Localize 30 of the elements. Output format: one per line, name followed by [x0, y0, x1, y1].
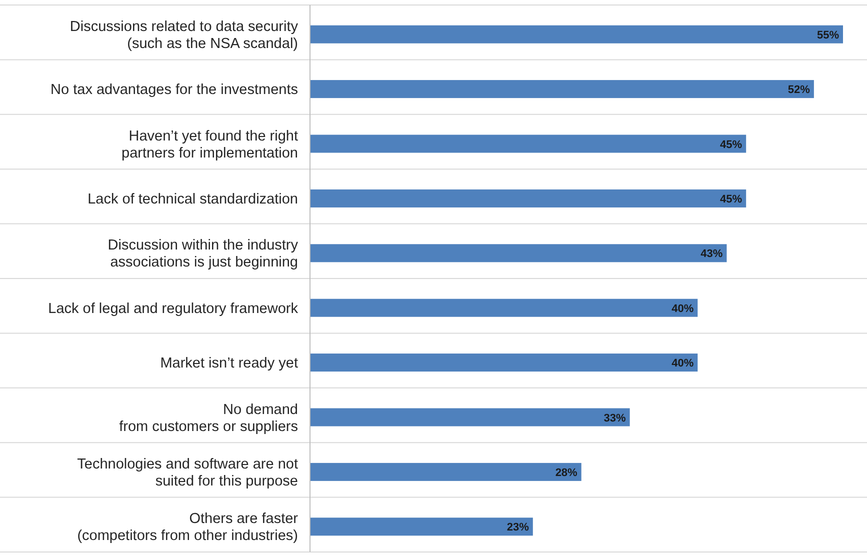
bar: [310, 80, 814, 98]
bar: [310, 134, 746, 153]
bar: [310, 189, 746, 208]
data-label: 33%: [604, 412, 626, 424]
y-tick-label: Lack of technical standardization: [88, 191, 298, 208]
data-label: 43%: [700, 248, 723, 260]
bar: [310, 354, 698, 372]
data-label: 45%: [720, 138, 742, 151]
y-tick-label: Market isn’t ready yet: [160, 356, 298, 372]
data-label: 55%: [816, 29, 840, 42]
data-label: 52%: [788, 84, 810, 96]
y-tick-label: Discussions related to data security (such as the NSA scandal): [70, 18, 299, 52]
bar: [310, 518, 533, 536]
y-tick-label: Lack of legal and regulatory framework: [48, 300, 299, 317]
data-label: 23%: [506, 522, 530, 534]
bar: [310, 25, 843, 44]
bar: [310, 244, 727, 262]
data-label: 28%: [555, 466, 578, 479]
bar: [310, 408, 630, 426]
y-tick-label: Technologies and software are not suited for this purpose: [77, 456, 298, 490]
y-tick-label: No demand from customers or suppliers: [119, 402, 298, 435]
y-tick-label: Haven’t yet found the right partners for implementation: [122, 128, 298, 162]
bar: [310, 298, 698, 317]
y-tick-label: Others are faster (competitors from other industries): [77, 511, 298, 544]
bar: [310, 462, 582, 481]
y-tick-label: No tax advantages for the investments: [50, 82, 298, 98]
data-label: 45%: [720, 193, 742, 206]
y-tick-label: Discussion within the industry associations is just beginning: [108, 238, 299, 271]
data-label: 40%: [672, 302, 694, 315]
data-label: 40%: [672, 358, 694, 370]
